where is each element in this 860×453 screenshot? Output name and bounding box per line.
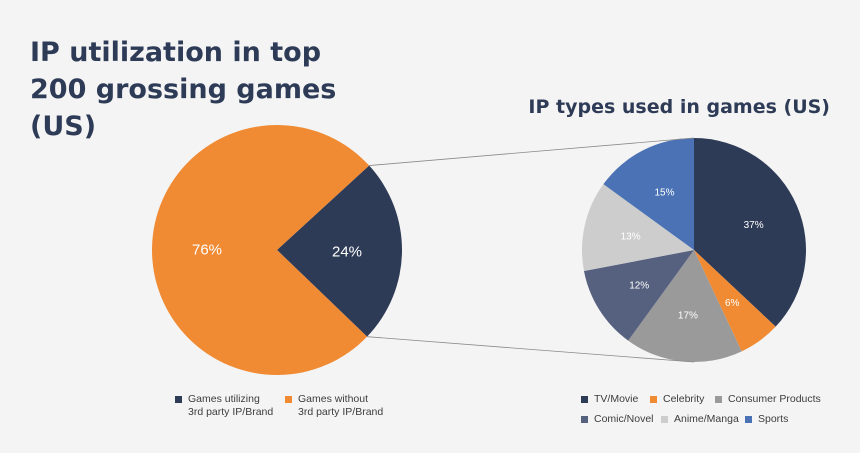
legend-text: TV/Movie xyxy=(594,393,639,405)
legend-text: 3rd party IP/Brand xyxy=(298,406,384,418)
ip-utilization-label-games-without-3rd-party-ip-brand: 76% xyxy=(192,242,222,259)
legend-swatch xyxy=(715,396,722,403)
ip-types-label-sports: 15% xyxy=(654,188,674,199)
ip-types-slice-consumer-products xyxy=(628,250,742,362)
ip-utilization-label-games-utilizing-3rd-party-ip-brand: 24% xyxy=(332,243,362,260)
legend-swatch xyxy=(175,396,182,403)
ip-types-label-comic-novel: 12% xyxy=(629,280,649,291)
legend-swatch xyxy=(661,416,668,423)
ip-types-slice-sports xyxy=(603,138,694,250)
connector-line-bottom xyxy=(367,336,695,363)
ip-types-label-tv-movie: 37% xyxy=(744,220,764,231)
connector-line-top xyxy=(369,137,695,166)
legend-text: Comic/Novel xyxy=(594,413,654,425)
legend-swatch xyxy=(581,396,588,403)
legend-text: Anime/Manga xyxy=(674,413,739,425)
legend-swatch xyxy=(650,396,657,403)
legend-text: Consumer Products xyxy=(728,393,821,405)
ip-types-slice-comic-novel xyxy=(583,250,694,341)
legend-text: Games utilizing xyxy=(188,393,260,405)
ip-types-label-celebrity: 6% xyxy=(725,298,740,309)
ip-types-label-consumer-products: 17% xyxy=(678,310,698,321)
legend-text: Games without xyxy=(298,393,369,405)
ip-types-slice-anime-manga xyxy=(581,184,694,271)
legend-swatch xyxy=(581,416,588,423)
legend-text: Sports xyxy=(758,413,789,425)
ip-types-label-anime-manga: 13% xyxy=(621,231,641,242)
legend-text: Celebrity xyxy=(663,393,705,405)
ip-utilization-slice-games-without-3rd-party-ip-brand xyxy=(152,125,370,376)
ip-utilization-slice-games-utilizing-3rd-party-ip-brand xyxy=(277,165,403,337)
ip-types-chart-title: IP types used in games (US) xyxy=(528,96,830,118)
legend-swatch xyxy=(285,396,292,403)
ip-utilization-chart-title: IP utilization in top 200 grossing games… xyxy=(30,37,337,142)
ip-types-slice-celebrity xyxy=(694,250,776,352)
ip-types-slice-tv-movie xyxy=(694,138,806,327)
legend-swatch xyxy=(745,416,752,423)
legend-text: 3rd party IP/Brand xyxy=(188,406,274,418)
